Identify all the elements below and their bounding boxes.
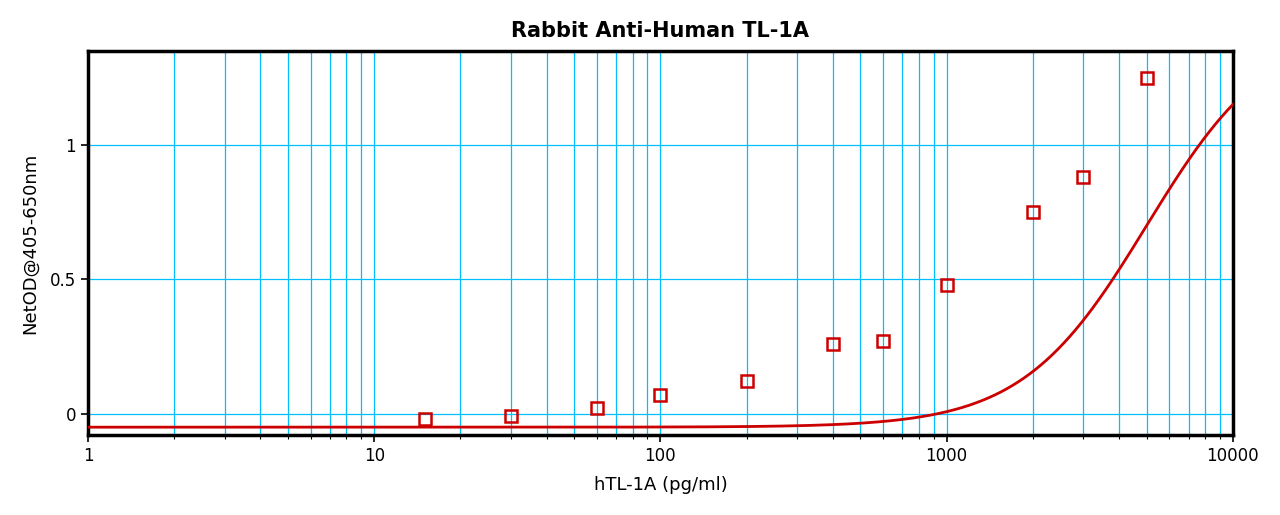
Title: Rabbit Anti-Human TL-1A: Rabbit Anti-Human TL-1A (512, 21, 809, 41)
X-axis label: hTL-1A (pg/ml): hTL-1A (pg/ml) (594, 476, 727, 494)
Y-axis label: NetOD@405-650nm: NetOD@405-650nm (20, 152, 38, 334)
